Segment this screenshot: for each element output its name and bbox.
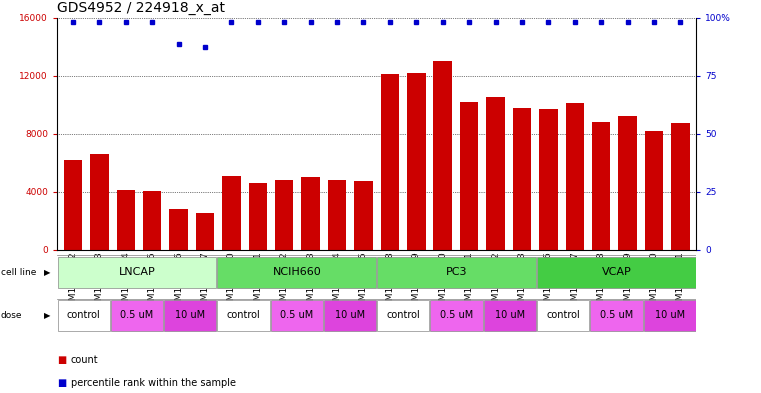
Text: VCAP: VCAP	[601, 267, 632, 277]
Bar	[671, 123, 689, 250]
Text: control: control	[387, 310, 420, 320]
Text: 10 uM: 10 uM	[335, 310, 365, 320]
Bar	[164, 300, 216, 331]
Bar	[591, 300, 642, 331]
Bar	[644, 300, 696, 331]
Text: count: count	[71, 354, 98, 365]
Bar	[513, 108, 531, 250]
Bar	[222, 176, 240, 250]
Bar	[380, 74, 400, 250]
Bar	[249, 183, 267, 250]
Bar	[328, 180, 346, 250]
Bar	[539, 109, 558, 250]
Bar	[537, 257, 696, 288]
Bar	[431, 300, 482, 331]
Text: control: control	[546, 310, 580, 320]
Text: 0.5 uM: 0.5 uM	[280, 310, 314, 320]
Text: NCIH660: NCIH660	[272, 267, 321, 277]
Bar	[301, 177, 320, 250]
Text: 10 uM: 10 uM	[175, 310, 205, 320]
Bar	[324, 300, 376, 331]
Text: cell line: cell line	[1, 268, 36, 277]
Bar	[537, 300, 589, 331]
Bar	[645, 131, 664, 250]
Text: 0.5 uM: 0.5 uM	[600, 310, 633, 320]
Bar	[565, 103, 584, 250]
Bar	[143, 191, 161, 250]
Bar	[64, 160, 82, 250]
Bar	[486, 97, 505, 250]
Bar	[407, 73, 425, 250]
Text: ▶: ▶	[43, 268, 50, 277]
Text: ■: ■	[57, 378, 66, 388]
Bar	[196, 213, 215, 250]
Bar	[377, 257, 536, 288]
Bar	[619, 116, 637, 250]
Bar	[58, 300, 110, 331]
Text: GDS4952 / 224918_x_at: GDS4952 / 224918_x_at	[57, 1, 225, 15]
Text: 10 uM: 10 uM	[495, 310, 525, 320]
Bar	[434, 61, 452, 250]
Bar	[111, 300, 163, 331]
Text: dose: dose	[1, 311, 22, 320]
Text: PC3: PC3	[446, 267, 467, 277]
Bar	[275, 180, 294, 250]
Text: control: control	[67, 310, 100, 320]
Bar	[90, 154, 109, 250]
Text: ■: ■	[57, 354, 66, 365]
Bar	[218, 300, 269, 331]
Bar	[377, 300, 429, 331]
Bar	[58, 257, 216, 288]
Text: 0.5 uM: 0.5 uM	[440, 310, 473, 320]
Bar	[116, 190, 135, 250]
Text: control: control	[227, 310, 260, 320]
Bar	[460, 102, 479, 250]
Bar	[271, 300, 323, 331]
Bar	[170, 209, 188, 250]
Bar	[218, 257, 376, 288]
Text: ▶: ▶	[43, 311, 50, 320]
Bar	[484, 300, 536, 331]
Text: 10 uM: 10 uM	[654, 310, 685, 320]
Text: LNCAP: LNCAP	[119, 267, 155, 277]
Text: 0.5 uM: 0.5 uM	[120, 310, 154, 320]
Text: percentile rank within the sample: percentile rank within the sample	[71, 378, 236, 388]
Bar	[354, 182, 373, 250]
Bar	[592, 122, 610, 250]
